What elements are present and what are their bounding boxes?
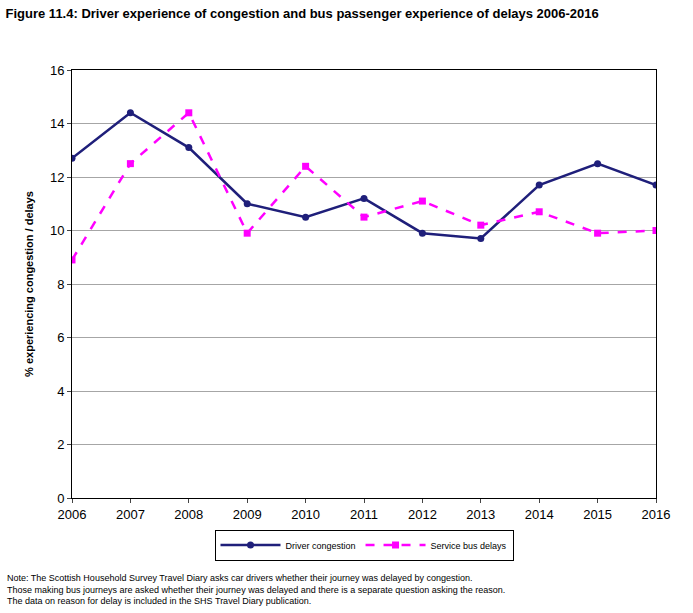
svg-text:Figure 11.4: Driver experience: Figure 11.4: Driver experience of conges… — [6, 6, 599, 21]
svg-text:10: 10 — [50, 223, 64, 238]
svg-text:8: 8 — [57, 277, 64, 292]
svg-text:2012: 2012 — [408, 507, 437, 522]
svg-text:2010: 2010 — [291, 507, 320, 522]
svg-text:2015: 2015 — [583, 507, 612, 522]
svg-text:2007: 2007 — [116, 507, 145, 522]
svg-text:14: 14 — [50, 116, 64, 131]
svg-text:% experiencing congestion / de: % experiencing congestion / delays — [23, 191, 35, 377]
svg-text:12: 12 — [50, 170, 64, 185]
svg-text:2008: 2008 — [174, 507, 203, 522]
svg-text:Service bus delays: Service bus delays — [431, 541, 507, 551]
svg-text:2009: 2009 — [233, 507, 262, 522]
svg-text:16: 16 — [50, 63, 64, 78]
svg-text:2011: 2011 — [350, 507, 378, 522]
svg-text:2016: 2016 — [642, 507, 671, 522]
svg-text:0: 0 — [57, 491, 64, 506]
svg-text:2014: 2014 — [525, 507, 554, 522]
svg-text:4: 4 — [57, 384, 64, 399]
svg-text:Driver congestion: Driver congestion — [286, 541, 356, 551]
svg-text:2006: 2006 — [58, 507, 87, 522]
svg-text:2: 2 — [57, 437, 64, 452]
svg-text:Note: The Scottish Household S: Note: The Scottish Household Survey Trav… — [7, 573, 505, 606]
svg-text:6: 6 — [57, 330, 64, 345]
svg-text:2013: 2013 — [466, 507, 495, 522]
